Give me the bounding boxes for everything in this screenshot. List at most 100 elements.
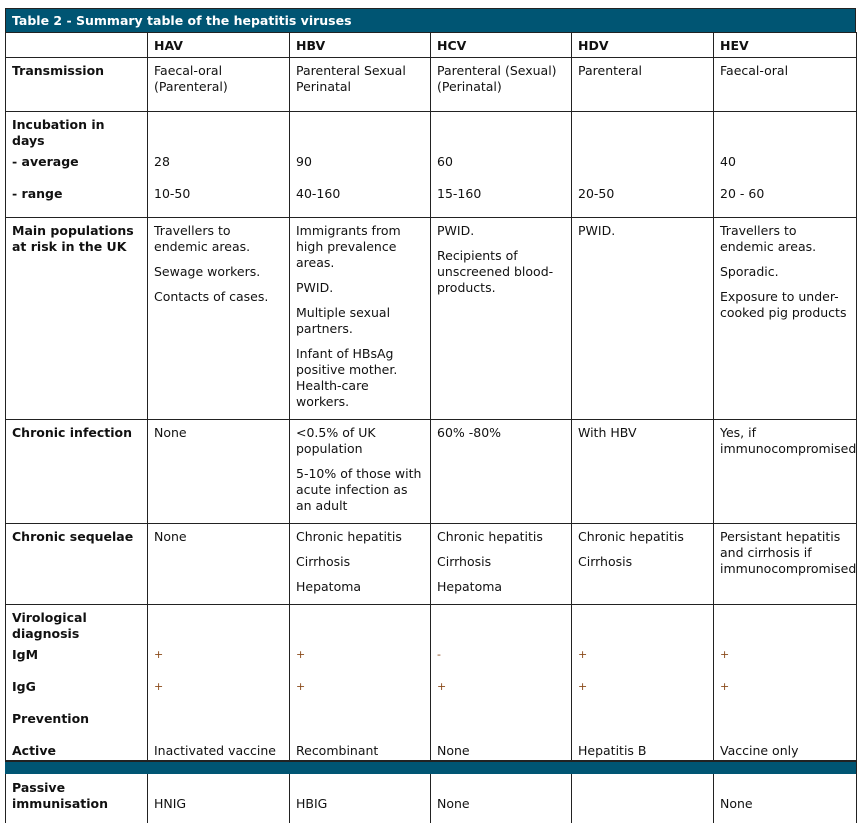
igg-cell: + (713, 673, 857, 706)
hepatitis-summary-table: Table 2 - Summary table of the hepatitis… (5, 8, 857, 823)
header-cell: HAV (147, 32, 290, 58)
passive-immunisation-row: Passive immunisation HNIG HBIG None None (5, 774, 857, 823)
incubation-label: Incubation in days (5, 111, 148, 149)
prevention-row: Prevention (5, 705, 857, 738)
virological-label: Virological diagnosis (5, 603, 148, 642)
cell-line: Yes, if immunocompromised (720, 424, 857, 456)
cell-line: None (154, 424, 187, 440)
cell-line: Cirrhosis (578, 553, 633, 569)
chronic-infection-label: Chronic infection (5, 418, 148, 523)
passive-immunisation-cell: None (713, 774, 857, 823)
virological-cell (713, 603, 857, 642)
incubation-cell (147, 111, 290, 149)
virological-cell (289, 603, 431, 642)
virological-row: Virological diagnosis (5, 603, 857, 642)
incubation-average-cell (571, 149, 714, 181)
igg-cell: + (147, 673, 290, 706)
prevention-cell (430, 705, 572, 738)
transmission-cell: Faecal-oral (Parenteral) (147, 57, 290, 112)
header-row: HAV HBV HCV HDV HEV (5, 32, 857, 58)
cell-line: None (154, 528, 187, 544)
cell-line: Exposure to under-cooked pig products (720, 288, 847, 320)
incubation-range-cell: 15-160 (430, 181, 572, 217)
footer-bar (5, 760, 856, 774)
incubation-cell (430, 111, 572, 149)
cell-line: Immigrants from high prevalence areas. (296, 222, 401, 270)
transmission-cell: Parenteral (571, 57, 714, 112)
cell-line: 60% -80% (437, 424, 502, 440)
incubation-average-cell: 60 (430, 149, 572, 181)
igm-cell: - (430, 641, 572, 674)
igm-row: IgM + + - + + (5, 641, 857, 674)
cell-line: Persistant hepatitis and cirrhosis if im… (720, 528, 857, 576)
igg-label: IgG (5, 673, 148, 706)
header-label (5, 32, 148, 58)
transmission-cell: Faecal-oral (713, 57, 857, 112)
chronic-sequelae-cell: Chronic hepatitis Cirrhosis (571, 522, 714, 604)
header-cell: HCV (430, 32, 572, 58)
chronic-infection-cell: 60% -80% (430, 418, 572, 523)
passive-immunisation-label: Passive immunisation (5, 774, 148, 823)
cell-line: PWID. (296, 279, 334, 295)
transmission-cell: Parenteral (Sexual) (Perinatal) (430, 57, 572, 112)
incubation-range-cell: 10-50 (147, 181, 290, 217)
cell-line: Cirrhosis (296, 553, 351, 569)
transmission-label: Transmission (5, 57, 148, 112)
transmission-row: Transmission Faecal-oral (Parenteral) Pare… (5, 57, 857, 112)
cell-line: Chronic hepatitis (296, 528, 402, 544)
chronic-infection-cell: With HBV (571, 418, 714, 523)
cell-line: With HBV (578, 424, 637, 440)
header-cell: HBV (289, 32, 431, 58)
incubation-cell (571, 111, 714, 149)
cell-line: PWID. (578, 222, 616, 238)
passive-immunisation-cell: HNIG (147, 774, 290, 823)
incubation-average-cell: 28 (147, 149, 290, 181)
chronic-sequelae-cell: None (147, 522, 290, 604)
cell-line: Cirrhosis (437, 553, 492, 569)
populations-label: Main populations at risk in the UK (5, 216, 148, 419)
header-cell: HDV (571, 32, 714, 58)
igg-row: IgG + + + + + (5, 673, 857, 706)
populations-cell: Travellers to endemic areas. Sewage worke… (147, 216, 290, 419)
populations-cell: Travellers to endemic areas. Sporadic. Exp… (713, 216, 857, 419)
cell-line: PWID. (437, 222, 475, 238)
header-cell: HEV (713, 32, 857, 58)
cell-line: Infant of HBsAg positive mother. Health-… (296, 345, 398, 409)
cell-line: Chronic hepatitis (437, 528, 543, 544)
passive-immunisation-cell (571, 774, 714, 823)
populations-cell: PWID. (571, 216, 714, 419)
igg-cell: + (571, 673, 714, 706)
incubation-range-cell: 20-50 (571, 181, 714, 217)
incubation-average-cell: 40 (713, 149, 857, 181)
prevention-cell (147, 705, 290, 738)
populations-row: Main populations at risk in the UK Travel… (5, 216, 857, 419)
incubation-cell (289, 111, 431, 149)
incubation-range-cell: 20 - 60 (713, 181, 857, 217)
cell-line: <0.5% of UK population (296, 424, 376, 456)
prevention-label: Prevention (5, 705, 148, 738)
chronic-infection-cell: Yes, if immunocompromised (713, 418, 857, 523)
prevention-cell (713, 705, 857, 738)
incubation-cell (713, 111, 857, 149)
incubation-average-cell: 90 (289, 149, 431, 181)
chronic-infection-row: Chronic infection None <0.5% of UK populat… (5, 418, 857, 523)
igm-label: IgM (5, 641, 148, 674)
cell-line: Recipients of unscreened blood-products. (437, 247, 554, 295)
transmission-cell: Parenteral Sexual Perinatal (289, 57, 431, 112)
cell-line: Sporadic. (720, 263, 779, 279)
cell-line: Hepatoma (437, 578, 503, 594)
cell-line: Chronic hepatitis (578, 528, 684, 544)
chronic-infection-cell: <0.5% of UK population 5-10% of those wit… (289, 418, 431, 523)
chronic-sequelae-cell: Chronic hepatitis Cirrhosis Hepatoma (289, 522, 431, 604)
cell-line: Multiple sexual partners. (296, 304, 391, 336)
cell-line: Travellers to endemic areas. (154, 222, 251, 254)
cell-line: Sewage workers. (154, 263, 261, 279)
incubation-range-row: - range 10-50 40-160 15-160 20-50 20 - 60 (5, 181, 857, 217)
virological-cell (571, 603, 714, 642)
passive-immunisation-cell: None (430, 774, 572, 823)
igm-cell: + (713, 641, 857, 674)
populations-cell: PWID. Recipients of unscreened blood-prod… (430, 216, 572, 419)
chronic-sequelae-row: Chronic sequelae None Chronic hepatitis Cir… (5, 522, 857, 604)
igm-cell: + (147, 641, 290, 674)
cell-line: Contacts of cases. (154, 288, 269, 304)
